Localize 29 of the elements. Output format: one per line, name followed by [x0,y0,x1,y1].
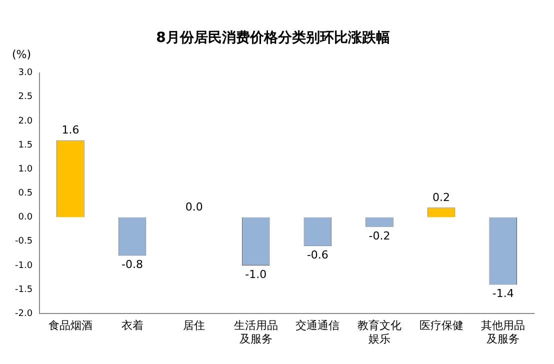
data-label: -0.8 [122,258,143,272]
data-label: -0.2 [368,229,390,242]
y-tick-label: -0.5 [15,236,33,247]
y-tick-label: 1.5 [18,140,33,150]
x-tick-label: 医疗保健 [419,319,464,332]
y-tick-label: 2.0 [18,116,33,126]
data-label: 0.0 [185,200,203,214]
data-label: -1.0 [245,268,267,281]
y-tick-label: -1.0 [15,260,33,271]
y-tick-label: 2.5 [18,92,33,102]
x-tick-label: 交通通信 [296,319,340,332]
x-tick-label: 衣着 [121,319,144,332]
chart-title: 8月份居民消费价格分类别环比涨跌幅 [156,30,390,46]
data-label: -1.4 [492,287,514,300]
x-tick-label: 教育文化娱乐 [357,319,402,346]
data-label: 1.6 [62,124,80,137]
data-label: -0.6 [306,248,328,262]
x-tick-label: 食品烟酒 [48,319,92,332]
y-tick-label: 3.0 [18,68,33,78]
y-tick-label: 0.5 [18,188,33,199]
y-tick-label: -2.0 [15,308,33,319]
x-tick-label: 居住 [183,319,206,332]
y-tick-label: 1.0 [18,164,33,174]
y-tick-label: -1.5 [15,284,33,295]
y-axis-title: (%) [12,48,32,62]
data-label: 0.2 [432,191,450,204]
x-tick-label: 其他用品及服务 [481,319,526,346]
x-tick-label: 生活用品及服务 [234,319,278,346]
y-tick-label: 0.0 [18,212,33,223]
